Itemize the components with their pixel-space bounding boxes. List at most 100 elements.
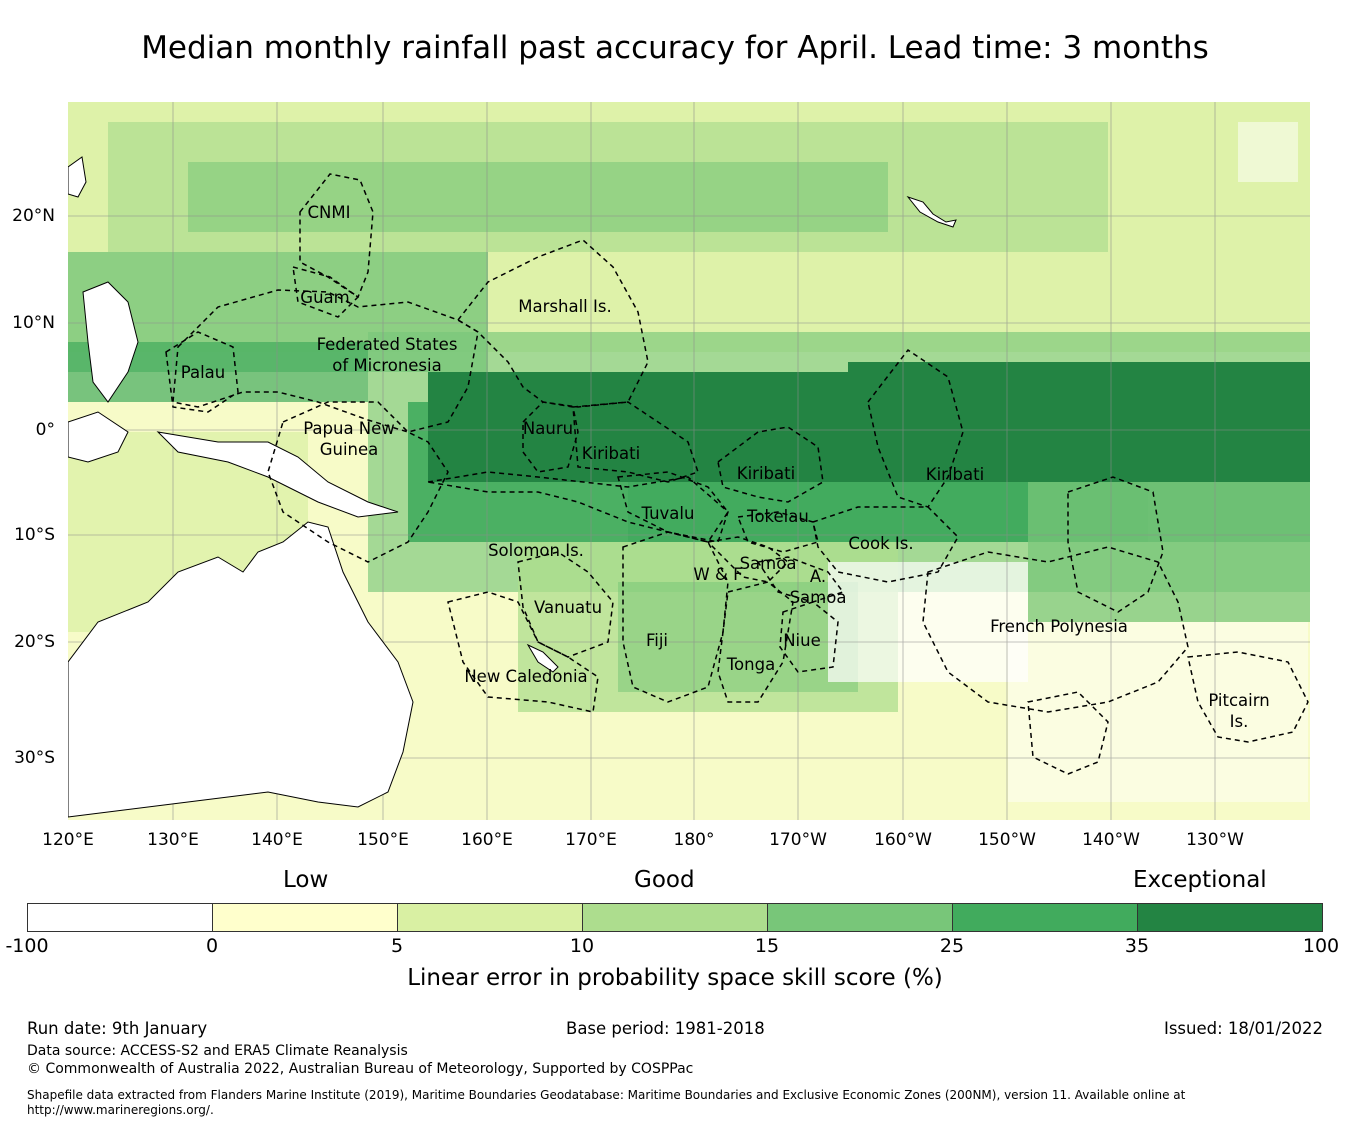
colorbar-segment [28, 904, 213, 931]
lat-label: 10°N [12, 313, 55, 333]
colorbar-tick-label: 35 [1124, 935, 1150, 957]
label-png-1: Papua New [303, 419, 395, 438]
issued-date: Issued: 18/01/2022 [1163, 1019, 1323, 1038]
kiribati-gilbert-boundary [572, 401, 699, 483]
new-caledonia-island [526, 643, 559, 673]
hawaii-islands [906, 195, 957, 228]
colorbar-tick-label: 0 [205, 935, 219, 957]
label-palau: Palau [181, 363, 225, 382]
label-tonga: Tonga [726, 655, 775, 674]
tokelau-boundary [736, 511, 819, 553]
lon-label: 140°W [1082, 830, 1140, 850]
label-kiribati-central: Kiribati [737, 464, 795, 483]
run-date: Run date: 9th January [27, 1019, 208, 1038]
label-kiribati-east: Kiribati [926, 465, 984, 484]
colorbar-segment [768, 904, 953, 931]
lon-label: 130°E [147, 830, 199, 850]
legend-category-low: Low [283, 867, 329, 893]
legend-category-exceptional: Exceptional [1133, 867, 1267, 893]
lon-label: 160°W [874, 830, 932, 850]
pitcairn-boundary [1187, 651, 1309, 743]
colorbar-segment [583, 904, 768, 931]
label-guam: Guam [300, 288, 349, 307]
label-marshall: Marshall Is. [518, 297, 611, 316]
label-tokelau: Tokelau [746, 507, 809, 526]
nauru-boundary [522, 401, 579, 473]
new-caledonia-boundary [447, 591, 599, 713]
solomon-boundary [427, 471, 729, 543]
label-niue: Niue [783, 631, 821, 650]
marshall-boundary [456, 239, 649, 408]
tonga-boundary [717, 581, 794, 703]
shapefile-url[interactable]: http://www.marineregions.org/. [27, 1103, 214, 1117]
label-vanuatu: Vanuatu [534, 598, 602, 617]
colorbar-segment [1138, 904, 1322, 931]
tuvalu-boundary [617, 471, 729, 543]
lon-label: 120°E [42, 830, 94, 850]
palau-boundary [165, 331, 239, 413]
label-samoa: Samoa [740, 554, 797, 573]
data-source: Data source: ACCESS-S2 and ERA5 Climate … [27, 1043, 408, 1059]
label-new-caledonia: New Caledonia [464, 667, 587, 686]
samoa-boundary [756, 556, 845, 603]
french-polynesia-boundary [922, 546, 1189, 713]
lon-label: 170°E [565, 830, 617, 850]
shapefile-note: Shapefile data extracted from Flanders M… [27, 1088, 1327, 1118]
skill-map-svg: CNMI Guam Marshall Is. Palau Federated S… [68, 102, 1310, 820]
colorbar-tick-label: 5 [390, 935, 404, 957]
colorbar-tick-label: 25 [939, 935, 965, 957]
base-period: Base period: 1981-2018 [566, 1019, 765, 1038]
map-title: Median monthly rainfall past accuracy fo… [141, 30, 1209, 66]
label-pitcairn-2: Is. [1230, 712, 1249, 731]
taiwan-landmass [68, 156, 87, 198]
lat-label: 30°S [14, 748, 55, 768]
philippines-landmass [82, 281, 139, 403]
label-cook: Cook Is. [848, 534, 913, 553]
niue-boundary [779, 601, 839, 673]
lat-label: 20°S [14, 632, 55, 652]
wallis-futuna-boundary [706, 536, 790, 583]
cook-boundary [812, 506, 959, 583]
label-solomon: Solomon Is. [488, 541, 584, 560]
label-tuvalu: Tuvalu [641, 504, 695, 523]
borneo-landmass [68, 411, 129, 463]
label-pitcairn-1: Pitcairn [1208, 691, 1269, 710]
label-american: A. [810, 567, 826, 586]
label-fiji: Fiji [646, 631, 668, 650]
kiribati-line-boundary [867, 348, 964, 508]
fiji-boundary [622, 531, 729, 703]
colorbar-tick-label: 15 [754, 935, 780, 957]
legend-category-good: Good [634, 867, 695, 893]
png-boundary [267, 401, 449, 563]
micronesia-boundary [172, 289, 479, 433]
guam-boundary [292, 265, 360, 318]
colorbar-segment [398, 904, 583, 931]
marquesas-boundary [1067, 476, 1164, 613]
lon-label: 170°W [769, 830, 827, 850]
label-micronesia-2: of Micronesia [332, 356, 441, 375]
colorbar-segment [953, 904, 1138, 931]
label-kiribati-west: Kiribati [582, 444, 640, 463]
lon-label: 140°E [251, 830, 303, 850]
lat-label: 0° [35, 420, 55, 440]
colorbar [27, 903, 1323, 932]
lon-label: 180° [673, 830, 715, 850]
colorbar-tick-label: 100 [1302, 935, 1340, 957]
kiribati-phoenix-boundary [717, 426, 824, 503]
copyright: © Commonwealth of Australia 2022, Austra… [27, 1061, 694, 1077]
lon-label: 150°E [357, 830, 409, 850]
label-png-2: Guinea [320, 440, 379, 459]
colorbar-title: Linear error in probability space skill … [407, 965, 943, 991]
cnmi-boundary [299, 173, 374, 299]
label-nauru: Nauru [523, 419, 573, 438]
lon-label: 130°W [1186, 830, 1244, 850]
lon-label: 150°W [978, 830, 1036, 850]
lat-label: 10°S [14, 525, 55, 545]
label-american-samoa: Samoa [790, 588, 847, 607]
colorbar-tick-label: 10 [569, 935, 595, 957]
lon-label: 160°E [461, 830, 513, 850]
new-guinea-landmass [156, 431, 399, 518]
vanuatu-boundary [517, 551, 614, 658]
australia-landmass [68, 521, 414, 818]
label-wallis-futuna: W & F [693, 565, 742, 584]
